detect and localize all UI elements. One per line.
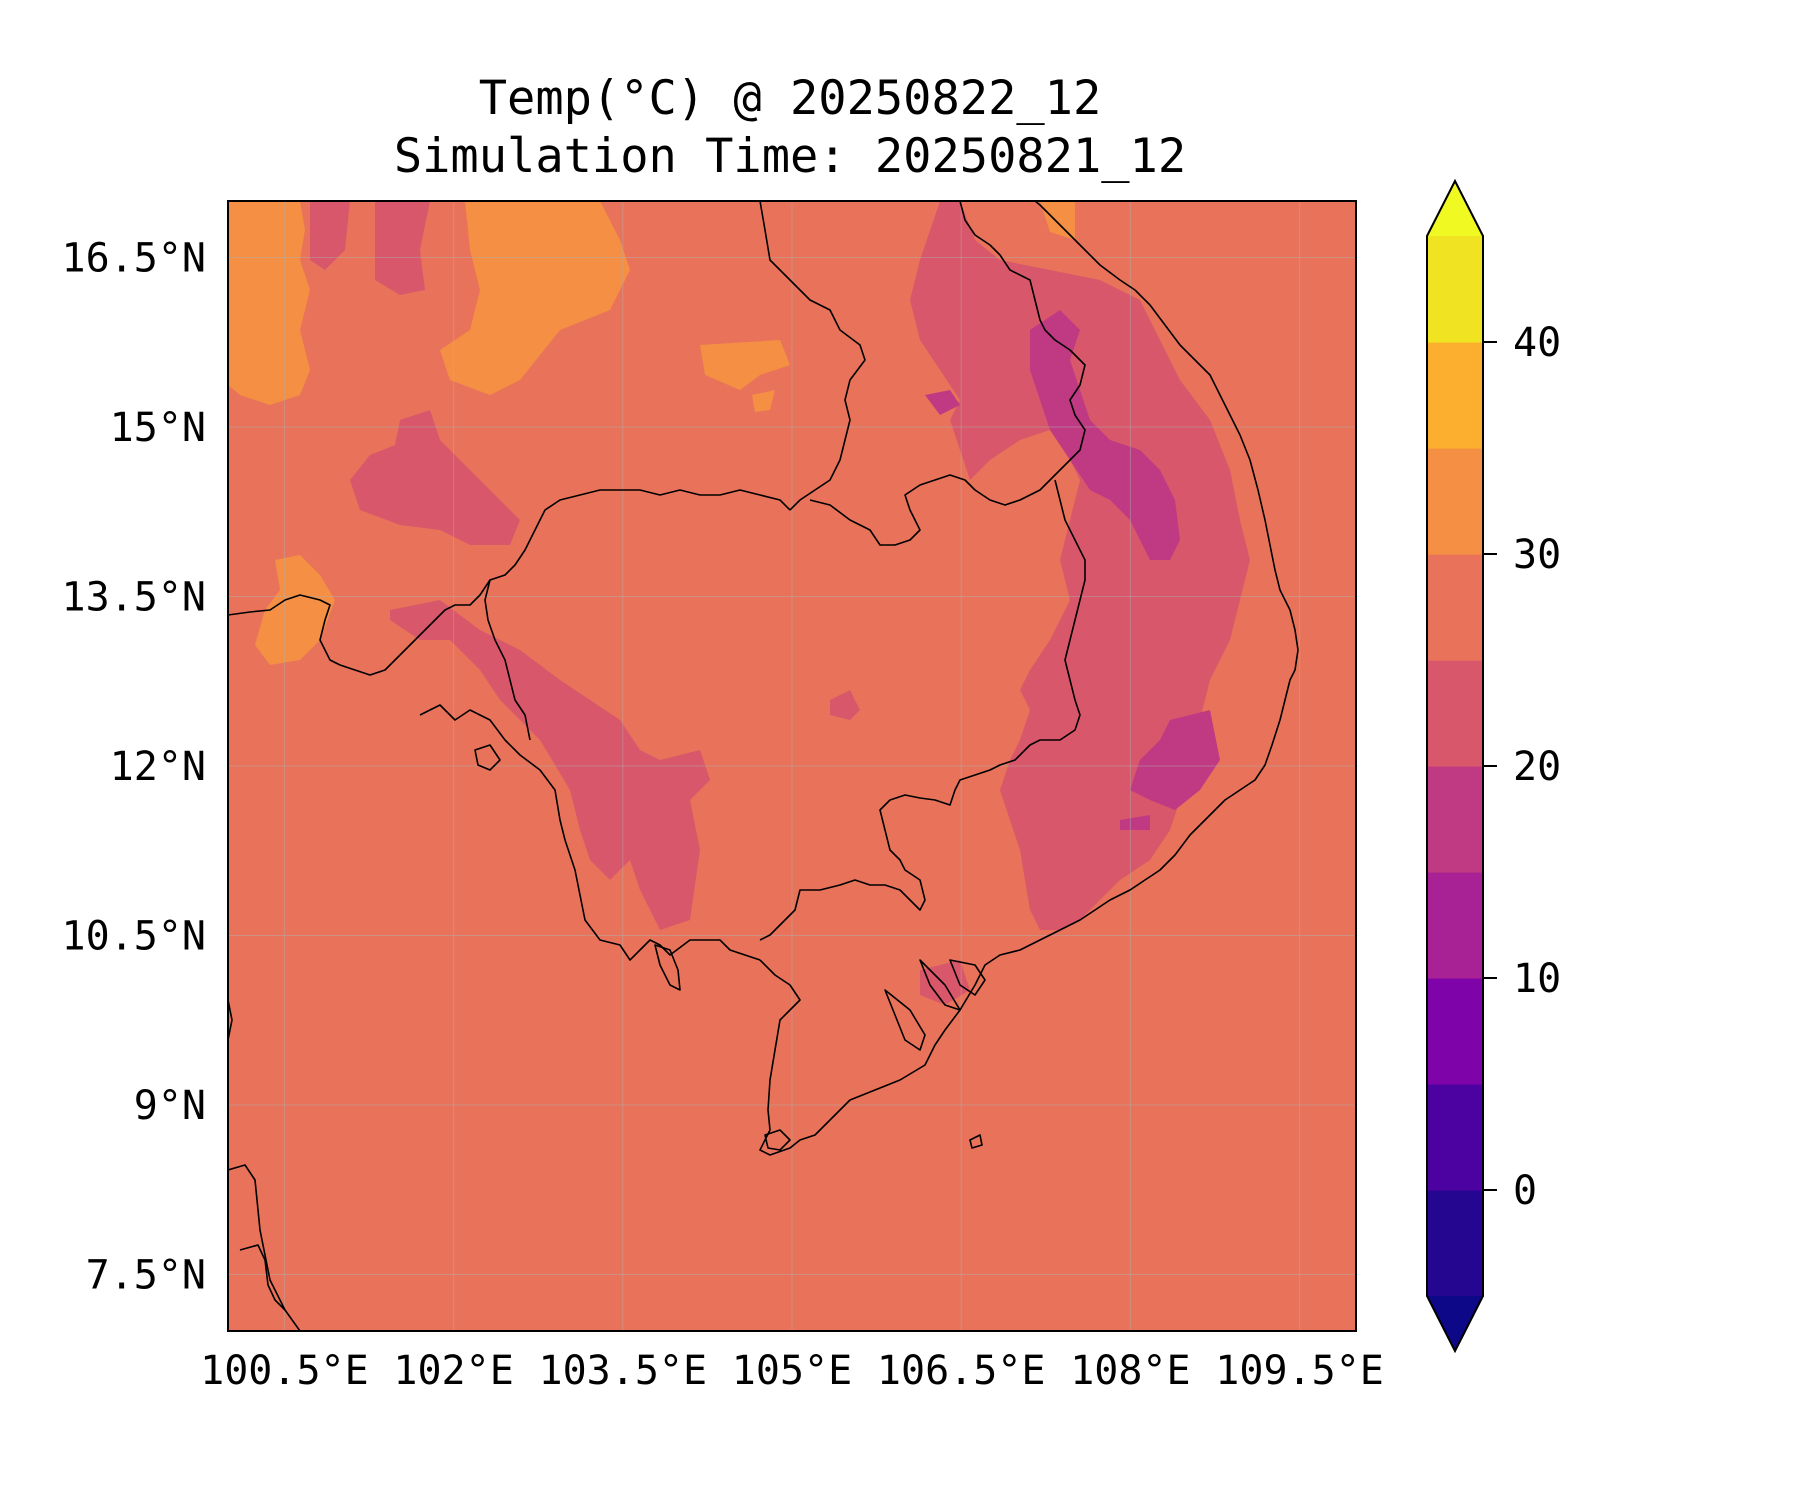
- border-laos-cambodia: [809, 201, 1086, 546]
- x-tick-label: 102°E: [393, 1348, 513, 1394]
- title-line-1: Temp(°C) @ 20250822_12: [478, 71, 1102, 126]
- x-tick-label: 103.5°E: [539, 1348, 708, 1394]
- y-tick-label: 15°N: [110, 405, 206, 451]
- colorbar-segment: [1427, 766, 1483, 873]
- island-con-son: [969, 1134, 983, 1149]
- x-tick-label: 109.5°E: [1215, 1348, 1384, 1394]
- island-kong: [474, 744, 501, 771]
- island-koh-rong: [654, 944, 681, 991]
- colorbar: 40 30 20 10 0: [1426, 178, 1561, 1354]
- chart-title: Temp(°C) @ 20250822_12 Simulation Time: …: [0, 70, 1580, 186]
- colorbar-segment: [1427, 1084, 1483, 1191]
- y-tick-label: 9°N: [134, 1083, 206, 1129]
- y-tick-label: 7.5°N: [86, 1253, 206, 1299]
- coastline-and-borders: [228, 201, 1299, 1331]
- colorbar-tick-label: 40: [1513, 320, 1561, 366]
- island-phu-quoc: [764, 1129, 791, 1151]
- colorbar-extend-min: [1427, 1296, 1483, 1351]
- gridlines: [228, 201, 1356, 1331]
- map-frame: [227, 200, 1357, 1332]
- colorbar-segment: [1427, 660, 1483, 767]
- mekong-delta-islands: [949, 959, 986, 996]
- coastline-cambodia: [419, 704, 761, 961]
- title-line-2: Simulation Time: 20250821_12: [393, 129, 1187, 184]
- x-tick-label: 108°E: [1070, 1348, 1190, 1394]
- x-tick-label: 100.5°E: [200, 1348, 369, 1394]
- colorbar-tick-label: 30: [1513, 532, 1561, 578]
- colorbar-tick-label: 10: [1513, 956, 1561, 1002]
- coastline-gulf-of-thailand: [228, 999, 233, 1041]
- colorbar-segment: [1427, 1190, 1483, 1297]
- x-tick-label: 105°E: [732, 1348, 852, 1394]
- colorbar-segment: [1427, 554, 1483, 661]
- y-tick-label: 10.5°N: [62, 914, 207, 960]
- x-axis: 100.5°E 102°E 103.5°E 105°E 106.5°E 108°E 109.…: [200, 1348, 1384, 1394]
- colorbar-tick-label: 20: [1513, 744, 1561, 790]
- colorbar-segment: [1427, 978, 1483, 1085]
- border-thailand-cambodia-south: [484, 579, 531, 741]
- colorbar-segment: [1427, 448, 1483, 555]
- colorbar-segment: [1427, 872, 1483, 979]
- colorbar-extend-max: [1427, 181, 1483, 236]
- y-tick-label: 13.5°N: [62, 575, 207, 621]
- mekong-delta-islands: [884, 989, 926, 1051]
- colorbar-segment: [1427, 236, 1483, 343]
- coastline-vietnam-south: [759, 201, 1299, 1156]
- border-laos-thailand: [759, 201, 866, 511]
- colorbar-tick-label: 0: [1513, 1168, 1537, 1214]
- y-axis: 16.5°N 15°N 13.5°N 12°N 10.5°N 9°N 7.5°N: [62, 236, 207, 1299]
- y-tick-label: 16.5°N: [62, 236, 207, 282]
- colorbar-segment: [1427, 342, 1483, 449]
- coastline-malaysia: [239, 1244, 286, 1311]
- colorbar-outline: [1426, 178, 1484, 1354]
- map-plot-area: [228, 201, 1356, 1331]
- y-tick-label: 12°N: [110, 744, 206, 790]
- border-thailand-cambodia: [228, 489, 791, 676]
- coolest-contour-patches: [925, 310, 1220, 830]
- x-tick-label: 106.5°E: [877, 1348, 1046, 1394]
- mekong-delta-islands: [919, 959, 961, 1011]
- border-vietnam-cambodia: [759, 479, 1086, 941]
